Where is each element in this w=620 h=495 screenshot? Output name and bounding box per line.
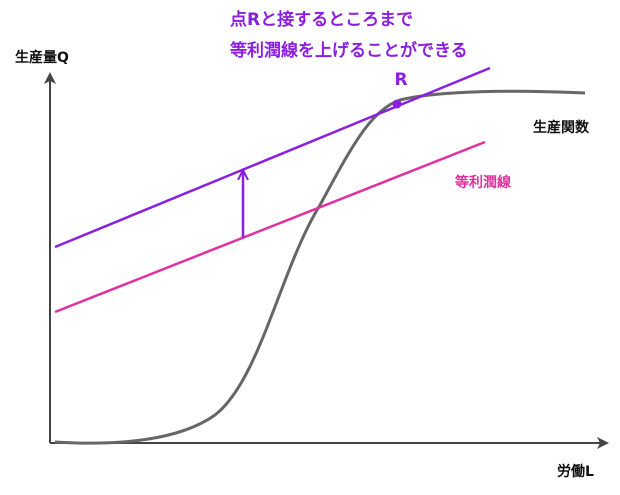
isoprofit-line [54,140,486,314]
annotation: 点Rと接するところまで [230,9,413,30]
point-label: R [394,70,407,90]
curve-label: 生産関数 [533,119,590,136]
curve-label: 等利潤線 [455,174,511,191]
raised-isoprofit-line [54,66,491,249]
x-axis-label: 労働L [557,463,594,480]
y-axis-label: 生産量Q [15,49,69,66]
annotation: 等利潤線を上げることができる [230,40,468,61]
tangent-point [392,99,402,109]
production-curve [54,89,586,445]
